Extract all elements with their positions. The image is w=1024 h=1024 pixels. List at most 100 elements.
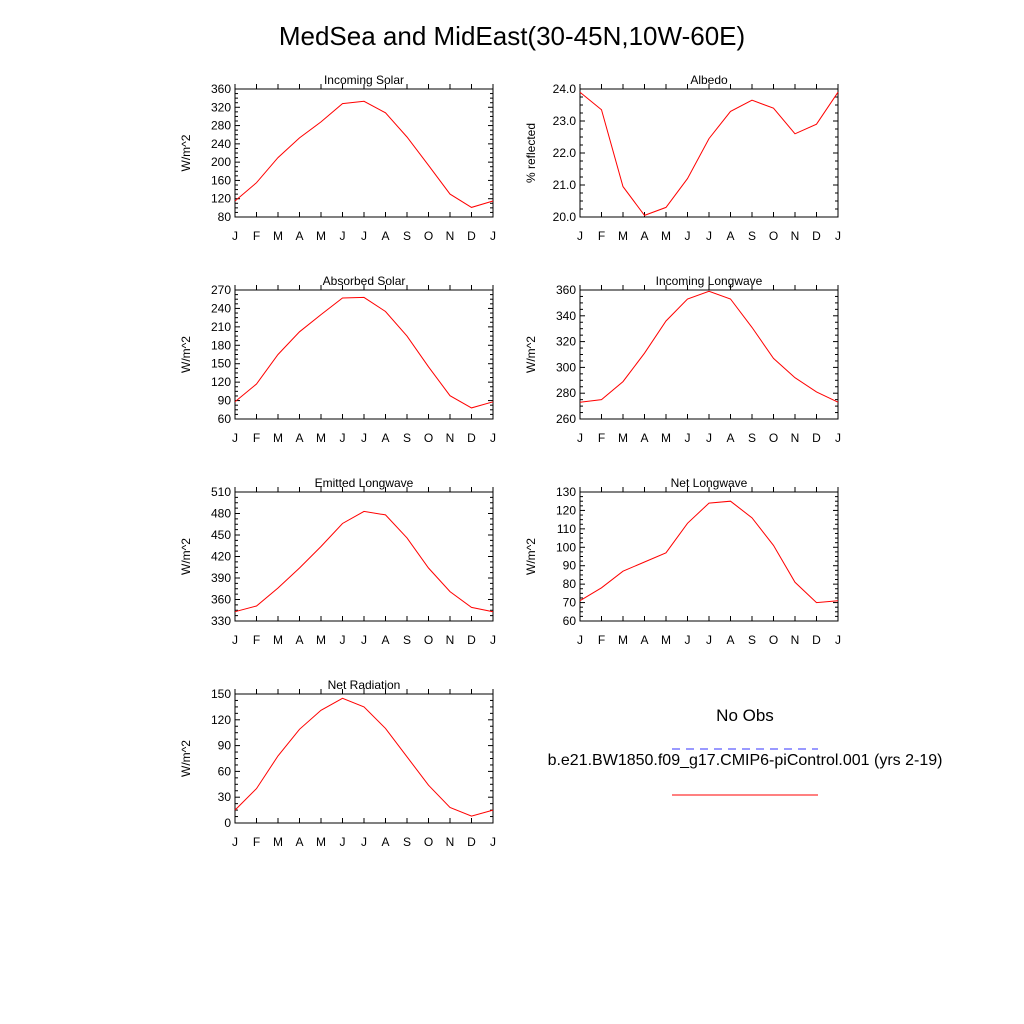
x-tick-label: F [598, 229, 605, 243]
y-tick-label: 480 [211, 507, 231, 521]
panel-title: Incoming Longwave [656, 274, 763, 288]
y-tick-label: 160 [211, 173, 231, 187]
legend-obs-label: No Obs [716, 706, 774, 725]
series-line-model [234, 296, 494, 409]
panel-title: Net Radiation [328, 678, 401, 692]
x-tick-label: A [381, 229, 389, 243]
chart-panel-4: Incoming Longwave W/m^2 360 340 320 300 280 260… [524, 274, 841, 445]
x-tick-label: D [812, 229, 821, 243]
y-tick-label: 90 [218, 394, 232, 408]
y-tick-label: 320 [556, 335, 576, 349]
x-tick-label: N [446, 229, 455, 243]
y-tick-label: 360 [556, 283, 576, 297]
x-tick-label: M [316, 229, 326, 243]
y-tick-label: 180 [211, 338, 231, 352]
x-tick-label: S [748, 229, 756, 243]
y-axis-label: W/m^2 [179, 336, 193, 373]
y-tick-label: 150 [211, 357, 231, 371]
chart-panel-5: Emitted Longwave W/m^2 510 480 450 420 390 360 3… [179, 476, 496, 647]
y-tick-label: 120 [211, 192, 231, 206]
plot-frame [234, 289, 494, 420]
plot-frame [579, 289, 839, 420]
x-tick-label: O [769, 633, 778, 647]
y-tick-label: 60 [218, 764, 232, 778]
x-tick-label: J [490, 431, 496, 445]
x-tick-label: D [812, 431, 821, 445]
x-tick-label: A [640, 633, 648, 647]
series-line-model [579, 500, 839, 604]
x-tick-label: M [273, 633, 283, 647]
y-tick-label: 120 [211, 375, 231, 389]
x-tick-label: D [467, 229, 476, 243]
x-tick-label: M [661, 431, 671, 445]
x-tick-label: J [490, 633, 496, 647]
x-tick-label: A [726, 431, 734, 445]
x-tick-label: J [340, 835, 346, 849]
y-tick-label: 280 [556, 386, 576, 400]
x-tick-label: J [232, 633, 238, 647]
x-tick-label: J [361, 229, 367, 243]
legend-obs-line [0, 737, 1024, 750]
y-tick-label: 240 [211, 301, 231, 315]
x-tick-label: S [403, 229, 411, 243]
x-tick-label: J [577, 431, 583, 445]
x-tick-label: M [618, 633, 628, 647]
x-tick-label: O [769, 431, 778, 445]
x-tick-label: J [490, 229, 496, 243]
y-tick-label: 280 [211, 119, 231, 133]
x-tick-label: A [640, 229, 648, 243]
x-tick-label: O [424, 431, 433, 445]
y-tick-label: 24.0 [553, 82, 577, 96]
y-axis-label: % reflected [524, 123, 538, 183]
y-tick-label: 0 [224, 816, 231, 830]
x-tick-label: O [424, 229, 433, 243]
x-tick-label: J [232, 835, 238, 849]
chart-panel-3: Absorbed Solar W/m^2 270 240 210 180 150 120 90 6… [179, 274, 496, 445]
y-tick-label: 330 [211, 614, 231, 628]
y-tick-label: 90 [563, 559, 577, 573]
x-tick-label: F [253, 431, 260, 445]
y-tick-label: 240 [211, 137, 231, 151]
y-tick-label: 23.0 [553, 114, 577, 128]
page-title: MedSea and MidEast(30-45N,10W-60E) [278, 21, 746, 51]
x-tick-label: A [640, 431, 648, 445]
x-tick-label: F [253, 229, 260, 243]
y-tick-label: 100 [556, 540, 576, 554]
x-tick-label: M [273, 431, 283, 445]
x-tick-label: M [618, 229, 628, 243]
x-tick-label: D [467, 835, 476, 849]
x-tick-label: D [467, 633, 476, 647]
x-tick-label: D [812, 633, 821, 647]
chart-panel-1: Incoming Solar W/m^2 360 320 280 240 200 160 120… [179, 73, 496, 243]
x-tick-label: M [316, 633, 326, 647]
x-tick-label: A [381, 633, 389, 647]
x-tick-label: A [381, 835, 389, 849]
y-tick-label: 150 [211, 687, 231, 701]
panel-title: Emitted Longwave [315, 476, 414, 490]
x-tick-label: A [295, 835, 303, 849]
x-tick-label: M [273, 835, 283, 849]
x-tick-label: J [361, 431, 367, 445]
x-tick-label: J [340, 229, 346, 243]
x-tick-label: M [661, 229, 671, 243]
y-tick-label: 210 [211, 320, 231, 334]
y-axis-label: W/m^2 [524, 336, 538, 373]
x-tick-label: J [340, 431, 346, 445]
x-tick-label: A [381, 431, 389, 445]
x-tick-label: M [618, 431, 628, 445]
y-axis-label: W/m^2 [179, 740, 193, 777]
y-tick-label: 80 [218, 210, 232, 224]
x-tick-label: O [424, 633, 433, 647]
y-tick-label: 420 [211, 550, 231, 564]
x-tick-label: A [295, 229, 303, 243]
x-tick-label: A [295, 431, 303, 445]
panel-title: Albedo [690, 73, 728, 87]
x-tick-label: F [598, 633, 605, 647]
y-tick-label: 320 [211, 100, 231, 114]
x-tick-label: J [577, 633, 583, 647]
y-tick-label: 60 [563, 614, 577, 628]
x-tick-label: J [577, 229, 583, 243]
y-tick-label: 120 [211, 713, 231, 727]
